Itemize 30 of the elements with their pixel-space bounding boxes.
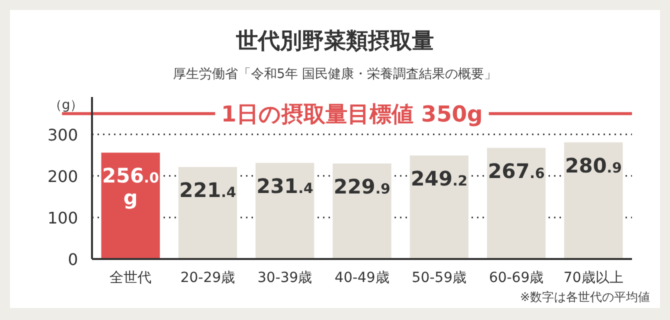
ref-line-label: 1日の摂取量目標値 350g xyxy=(221,102,483,128)
data-label: 231.4 xyxy=(256,174,314,198)
bar xyxy=(101,152,160,259)
data-label: 221.4 xyxy=(179,178,236,202)
bar xyxy=(332,164,392,259)
x-tick-label: 70歳以上 xyxy=(564,270,624,286)
y-tick-label: 300 xyxy=(47,125,78,144)
x-tick-label: 40-49歳 xyxy=(334,270,390,286)
bar xyxy=(256,162,314,259)
x-tick-label: 20-29歳 xyxy=(180,270,236,286)
y-tick-label: 0 xyxy=(68,250,78,269)
bar xyxy=(486,148,546,259)
chart-title: 世代別野菜類摂取量 xyxy=(235,29,434,54)
x-tick-label: 60-69歳 xyxy=(488,270,544,286)
data-label: 229.9 xyxy=(334,174,390,199)
bar xyxy=(564,142,623,259)
text: ※数字は各世代の平均値 xyxy=(520,290,650,304)
bar xyxy=(410,155,468,259)
x-tick-label: 全世代 xyxy=(110,270,152,286)
x-tick-label: 50-59歳 xyxy=(412,270,466,286)
bar xyxy=(178,167,238,259)
data-label: 256.0 g xyxy=(102,164,160,210)
x-tick-label: 30-39歳 xyxy=(258,270,312,286)
data-label: 280.9 xyxy=(565,153,622,178)
chart-subtitle: 厚生労働省「令和5年 国民健康・栄養調査結果の概要」 xyxy=(172,67,498,82)
data-label: 267.6 xyxy=(488,158,545,183)
y-tick-label: 200 xyxy=(47,166,78,186)
data-label: 249.2 xyxy=(410,166,468,190)
y-axis-title: （g） xyxy=(48,98,84,113)
y-tick-label: 100 xyxy=(47,208,78,228)
